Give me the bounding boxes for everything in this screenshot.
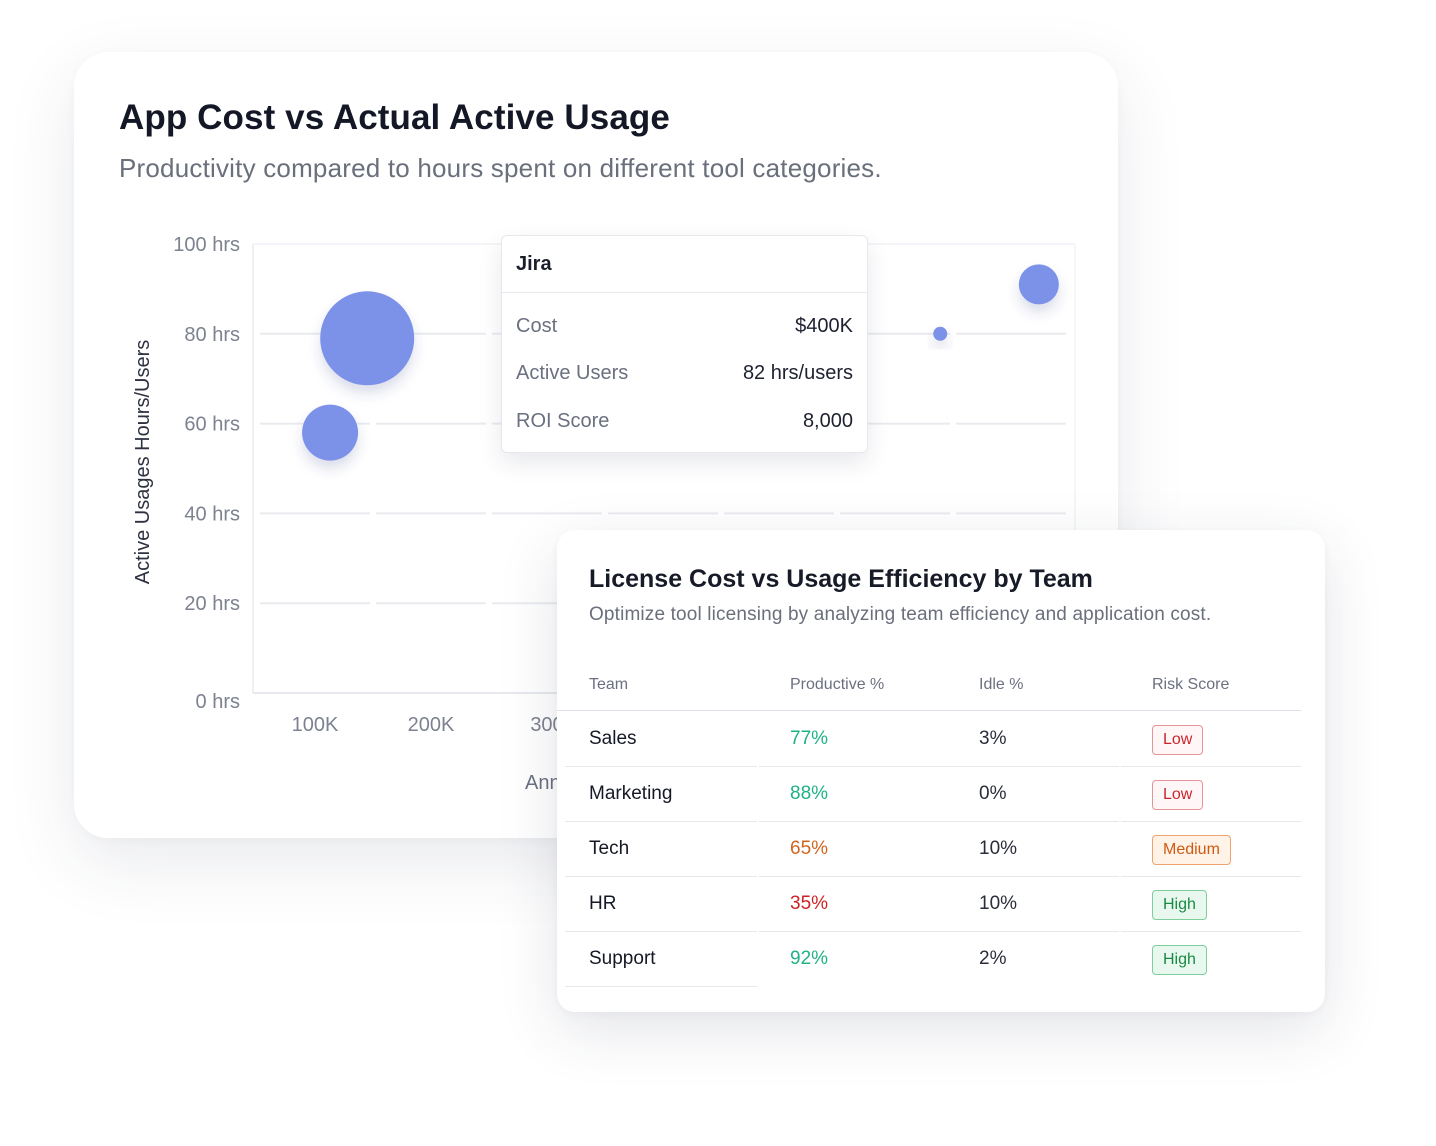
idle-percent: 0%	[979, 783, 1007, 804]
chart-title: App Cost vs Actual Active Usage	[119, 98, 670, 137]
tooltip-value: 82 hrs/users	[742, 362, 853, 384]
productive-percent: 65%	[790, 838, 829, 859]
bubble-point	[302, 404, 359, 461]
bubble-point	[1018, 264, 1059, 305]
idle-percent: 10%	[979, 893, 1018, 914]
team-efficiency-card: License Cost vs Usage Efficiency by Team…	[557, 530, 1325, 1012]
bubble-point	[933, 326, 948, 341]
column-header-productive[interactable]: Productive %	[790, 676, 885, 693]
productive-percent: 35%	[790, 893, 829, 914]
tooltip-label: ROI Score	[516, 410, 610, 432]
risk-badge: Low	[1152, 780, 1204, 810]
row-divider	[759, 821, 1119, 822]
y-tick-label: 80 hrs	[184, 324, 240, 346]
table-subtitle: Optimize tool licensing by analyzing tea…	[589, 604, 1212, 625]
productive-percent: 92%	[790, 948, 829, 969]
tooltip-value: 8,000	[802, 410, 853, 432]
idle-percent: 2%	[979, 948, 1007, 969]
y-tick-label: 40 hrs	[184, 503, 240, 525]
tooltip-divider	[502, 292, 867, 293]
y-axis-title: Active Usages Hours/Users	[132, 340, 154, 585]
tooltip-value: $400K	[795, 315, 853, 337]
y-tick-label: 60 hrs	[184, 414, 240, 436]
row-divider	[1121, 931, 1301, 932]
y-tick-label: 0 hrs	[196, 691, 240, 713]
row-divider	[1121, 821, 1301, 822]
header-divider	[557, 710, 1301, 711]
x-tick-label: 300	[530, 714, 563, 736]
column-header-team[interactable]: Team	[589, 676, 629, 693]
idle-percent: 10%	[979, 838, 1018, 859]
row-divider	[565, 986, 757, 987]
x-tick-label: 100K	[292, 714, 339, 736]
risk-badge: Low	[1152, 725, 1204, 755]
row-divider	[759, 876, 1119, 877]
bubble-point	[320, 291, 415, 386]
risk-badge: Medium	[1152, 835, 1231, 865]
row-divider	[565, 876, 757, 877]
row-divider	[565, 766, 757, 767]
table-row[interactable]: Support 92% 2% High	[557, 932, 1325, 987]
risk-badge: High	[1152, 945, 1207, 975]
row-divider	[1121, 876, 1301, 877]
table-title: License Cost vs Usage Efficiency by Team	[589, 565, 1093, 593]
y-tick-label: 100 hrs	[173, 234, 240, 256]
team-name: Tech	[589, 838, 630, 859]
x-tick-label: 200K	[408, 714, 455, 736]
row-divider	[565, 931, 757, 932]
risk-badge: High	[1152, 890, 1207, 920]
tooltip-row-cost: Cost $400K	[516, 315, 853, 343]
row-divider	[759, 766, 1119, 767]
x-axis-title: Ann	[525, 772, 561, 794]
row-divider	[565, 821, 757, 822]
productive-percent: 88%	[790, 783, 829, 804]
productive-percent: 77%	[790, 728, 829, 749]
team-name: Sales	[589, 728, 637, 749]
team-name: HR	[589, 893, 617, 914]
tooltip-title: Jira	[516, 253, 552, 275]
chart-tooltip: Jira Cost $400K Active Users 82 hrs/user…	[501, 235, 868, 453]
team-name: Support	[589, 948, 656, 969]
column-header-idle[interactable]: Idle %	[979, 676, 1024, 693]
chart-subtitle: Productivity compared to hours spent on …	[119, 153, 882, 183]
idle-percent: 3%	[979, 728, 1007, 749]
tooltip-label: Cost	[516, 315, 558, 337]
row-divider	[759, 931, 1119, 932]
team-name: Marketing	[589, 783, 673, 804]
table-row[interactable]: Tech 65% 10% Medium	[557, 822, 1325, 877]
table-row[interactable]: Sales 77% 3% Low	[557, 712, 1325, 767]
row-divider	[1121, 766, 1301, 767]
tooltip-row-roi-score: ROI Score 8,000	[516, 410, 853, 438]
y-tick-label: 20 hrs	[184, 593, 240, 615]
tooltip-label: Active Users	[516, 362, 629, 384]
table-row[interactable]: Marketing 88% 0% Low	[557, 767, 1325, 822]
tooltip-row-active-users: Active Users 82 hrs/users	[516, 362, 853, 390]
column-header-risk-score[interactable]: Risk Score	[1152, 676, 1230, 693]
table-row[interactable]: HR 35% 10% High	[557, 877, 1325, 932]
